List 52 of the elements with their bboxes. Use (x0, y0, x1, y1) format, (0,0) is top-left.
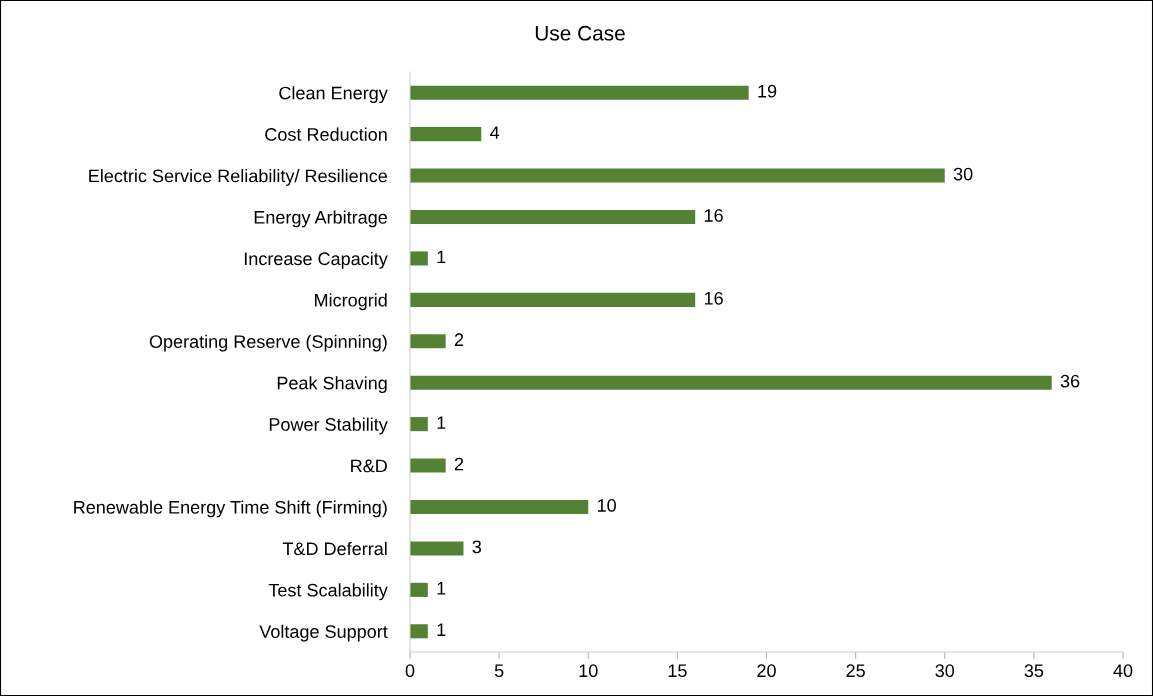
bar (410, 499, 589, 515)
y-tick-label: Clean Energy (279, 86, 388, 103)
bar (410, 541, 464, 556)
data-label: 3 (472, 540, 482, 554)
x-tick-label: 30 (935, 664, 955, 678)
bar (410, 624, 428, 639)
x-tick-label: 10 (579, 664, 598, 678)
data-label: 30 (953, 167, 973, 181)
data-label: 19 (758, 84, 777, 98)
y-tick-label: Operating Reserve (Spinning) (149, 334, 387, 352)
y-tick-label: Voltage Support (259, 624, 388, 642)
bar (410, 127, 482, 142)
x-tick-label: 5 (494, 664, 504, 678)
bar (410, 292, 696, 307)
bar (410, 85, 749, 100)
data-label: 2 (454, 333, 464, 346)
bar (410, 417, 428, 432)
data-label: 2 (454, 457, 464, 471)
x-tick-label: 20 (757, 664, 776, 678)
x-tick-label: 0 (405, 664, 415, 678)
y-tick-label: Peak Shaving (277, 376, 387, 393)
y-tick-label: Power Stability (269, 417, 388, 435)
data-label: 36 (1060, 374, 1080, 388)
bar (410, 334, 446, 349)
x-tick-label: 15 (668, 664, 687, 678)
bar (410, 209, 696, 225)
data-label: 16 (704, 209, 723, 222)
x-tick-label: 35 (1024, 664, 1044, 678)
bar (410, 251, 428, 266)
data-label: 1 (437, 250, 446, 264)
x-tick-label: 40 (1113, 664, 1133, 678)
data-label: 16 (704, 291, 723, 305)
data-label: 4 (490, 126, 500, 139)
bar (410, 458, 446, 473)
y-tick-label: Microgrid (315, 293, 387, 311)
y-tick-label: T&D Deferral (282, 541, 387, 556)
y-tick-label: Test Scalability (268, 583, 388, 601)
y-tick-label: Electric Service Reliability/ Resilience (89, 169, 387, 186)
x-tick-label: 25 (846, 664, 865, 678)
data-label: 1 (437, 623, 446, 636)
y-tick-label: Renewable Energy Time Shift (Firming) (74, 500, 387, 518)
y-tick-label: Cost Reduction (265, 127, 387, 141)
data-label: 1 (437, 416, 446, 429)
y-tick-label: Energy Arbitrage (254, 210, 387, 228)
chart-title: Use Case (535, 25, 625, 41)
y-tick-label: R&D (351, 459, 387, 473)
y-tick-label: Increase Capacity (244, 251, 388, 269)
data-label: 1 (437, 582, 446, 595)
bar (410, 168, 945, 183)
bar (410, 582, 428, 597)
bar (410, 375, 1052, 390)
data-label: 10 (597, 499, 616, 512)
